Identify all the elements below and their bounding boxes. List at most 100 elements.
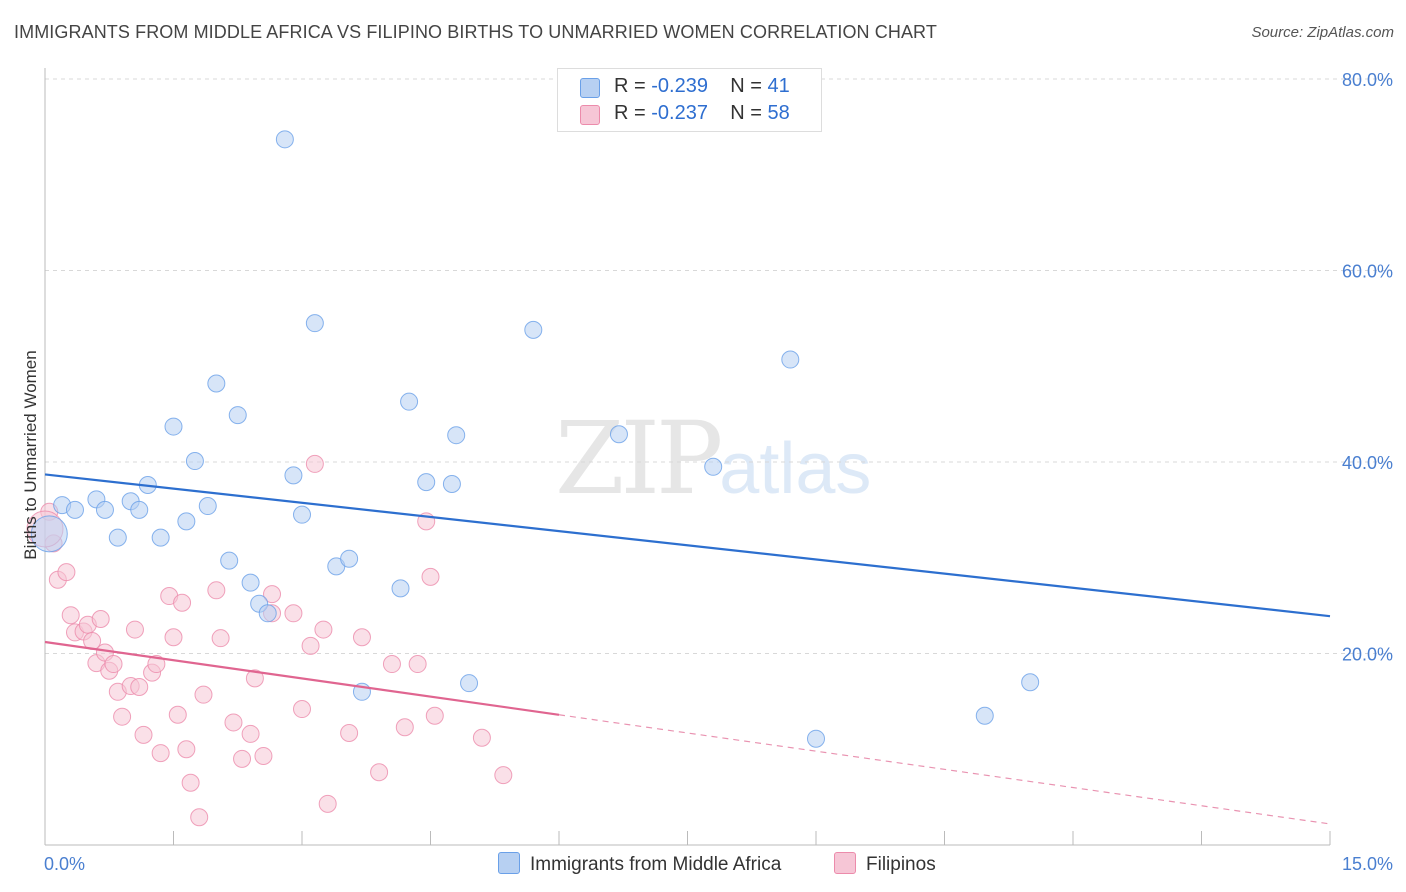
tick-labels: 80.0% 60.0% 40.0% 20.0% 0.0% 15.0% xyxy=(44,70,1393,874)
data-point xyxy=(275,130,294,149)
trend-line-dashed xyxy=(558,714,1331,825)
y-tick-label: 60.0% xyxy=(1342,262,1393,282)
data-point xyxy=(263,585,282,604)
data-point xyxy=(447,426,466,445)
data-point xyxy=(293,505,311,524)
data-point xyxy=(258,604,277,623)
data-point xyxy=(65,500,84,519)
data-point xyxy=(975,706,994,725)
data-point xyxy=(207,581,226,600)
data-point xyxy=(220,551,239,570)
trend-line-solid xyxy=(44,640,560,716)
watermark-atlas: atlas xyxy=(719,429,872,509)
data-point xyxy=(472,728,491,747)
data-point xyxy=(61,606,80,625)
data-point xyxy=(781,350,800,369)
data-point xyxy=(95,500,114,519)
data-point xyxy=(301,636,320,655)
data-point xyxy=(421,567,440,586)
legend-r-label: R = xyxy=(614,102,652,124)
legend-text: R = -0.237 N = 58 xyxy=(614,102,790,125)
data-point xyxy=(382,655,401,674)
legend-n-label: N = xyxy=(730,75,768,97)
data-point xyxy=(125,620,144,639)
data-point xyxy=(254,746,273,765)
data-point xyxy=(395,718,414,737)
legend-r-label: R = xyxy=(614,75,652,97)
data-point xyxy=(305,454,324,473)
data-point xyxy=(198,497,217,516)
data-point xyxy=(104,655,123,674)
y-tick-label: 20.0% xyxy=(1342,645,1393,665)
data-point xyxy=(408,655,427,674)
data-point xyxy=(134,725,153,744)
x-tick-label: 15.0% xyxy=(1342,854,1393,874)
data-point xyxy=(340,723,359,742)
watermark-zip: ZIP xyxy=(555,400,723,517)
data-point xyxy=(211,629,230,648)
data-point xyxy=(177,512,196,531)
data-point xyxy=(284,466,303,485)
y-axis-label: Births to Unmarried Women xyxy=(21,350,40,559)
data-point xyxy=(284,604,303,623)
y-tick-label: 80.0% xyxy=(1342,70,1393,90)
data-point xyxy=(224,713,243,732)
legend-n-value: 58 xyxy=(767,102,790,124)
trend-lines xyxy=(44,473,1331,825)
bottom-legend-immigrants: Immigrants from Middle Africa xyxy=(498,852,781,876)
legend-n-label: N = xyxy=(730,102,768,124)
data-point xyxy=(113,707,132,726)
data-point xyxy=(391,579,410,598)
data-point xyxy=(494,766,513,785)
data-point xyxy=(194,685,213,704)
trend-line-solid xyxy=(44,473,1331,618)
data-point xyxy=(1021,673,1040,692)
data-point xyxy=(173,593,192,612)
legend-n-value: 41 xyxy=(767,75,790,97)
data-point xyxy=(609,425,628,444)
data-point xyxy=(151,744,170,763)
grid-lines xyxy=(45,78,1392,654)
data-point xyxy=(30,515,68,553)
legend-swatch-pink xyxy=(580,105,600,125)
watermark: ZIPatlas xyxy=(555,400,871,517)
bottom-legend-swatch-blue xyxy=(498,852,520,874)
data-point xyxy=(460,674,479,693)
data-point xyxy=(147,655,166,674)
data-point xyxy=(108,528,127,547)
bottom-legend-swatch-pink xyxy=(834,852,856,874)
data-point xyxy=(314,620,333,639)
data-point xyxy=(168,705,187,724)
data-point xyxy=(233,749,252,768)
legend: R = -0.239 N = 41 R = -0.237 N = 58 xyxy=(557,68,822,132)
data-point xyxy=(181,773,200,792)
data-point xyxy=(425,706,444,725)
legend-r-value: -0.239 xyxy=(651,75,708,97)
data-point xyxy=(318,794,337,813)
data-point xyxy=(305,314,324,333)
data-point xyxy=(130,500,149,519)
series-immigrants-middle-africa xyxy=(30,130,1040,748)
y-tick-label: 40.0% xyxy=(1342,453,1393,473)
axes xyxy=(44,68,1331,846)
data-point xyxy=(370,763,389,782)
data-point xyxy=(241,724,260,743)
data-point xyxy=(164,417,183,436)
data-point xyxy=(228,406,247,425)
legend-swatch-blue xyxy=(580,78,600,98)
data-point xyxy=(524,320,543,339)
data-point xyxy=(241,573,260,592)
data-point xyxy=(442,475,461,494)
bottom-legend-label: Filipinos xyxy=(866,854,936,875)
data-point xyxy=(185,452,204,471)
data-point xyxy=(57,563,76,582)
data-point xyxy=(164,628,183,647)
data-point xyxy=(91,610,110,629)
data-point xyxy=(151,528,170,547)
x-tick-label: 0.0% xyxy=(44,854,85,874)
data-point xyxy=(400,392,419,411)
chart-title: IMMIGRANTS FROM MIDDLE AFRICA VS FILIPIN… xyxy=(14,22,937,42)
data-point xyxy=(190,808,209,827)
legend-r-value: -0.237 xyxy=(651,102,708,124)
